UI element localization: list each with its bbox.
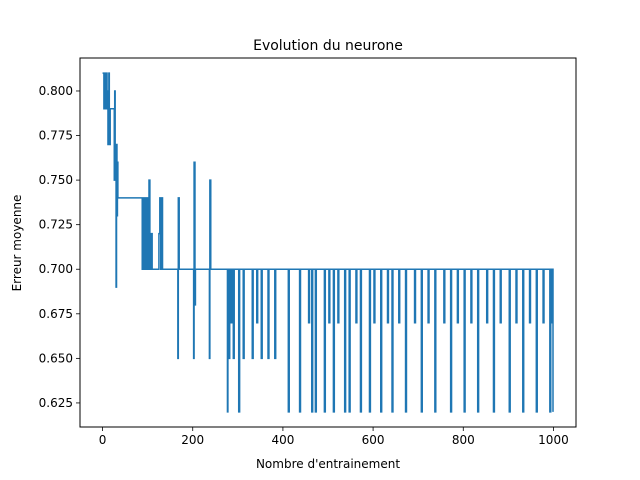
x-axis-label: Nombre d'entrainement xyxy=(256,457,400,471)
y-tick-label: 0.750 xyxy=(39,173,73,187)
y-axis: 0.625 0.650 0.675 0.700 0.725 0.750 0.775 0.800 xyxy=(39,84,80,410)
x-tick-label: 400 xyxy=(271,433,294,447)
x-tick-label: 1000 xyxy=(538,433,569,447)
x-tick-label: 200 xyxy=(181,433,204,447)
plot-frame xyxy=(79,57,577,428)
y-tick-label: 0.725 xyxy=(39,218,73,232)
y-tick-label: 0.625 xyxy=(39,396,73,410)
x-tick-label: 800 xyxy=(452,433,475,447)
x-tick-label: 0 xyxy=(99,433,107,447)
y-tick-label: 0.800 xyxy=(39,84,73,98)
x-tick-label: 600 xyxy=(362,433,385,447)
y-tick-label: 0.675 xyxy=(39,307,73,321)
y-tick-label: 0.700 xyxy=(39,262,73,276)
chart-title: Evolution du neurone xyxy=(253,38,403,54)
y-tick-label: 0.650 xyxy=(39,351,73,365)
y-tick-label: 0.775 xyxy=(39,129,73,143)
y-axis-label: Erreur moyenne xyxy=(10,195,24,292)
x-axis: 0 200 400 600 800 1000 xyxy=(99,427,569,447)
series-line-0 xyxy=(102,72,554,413)
